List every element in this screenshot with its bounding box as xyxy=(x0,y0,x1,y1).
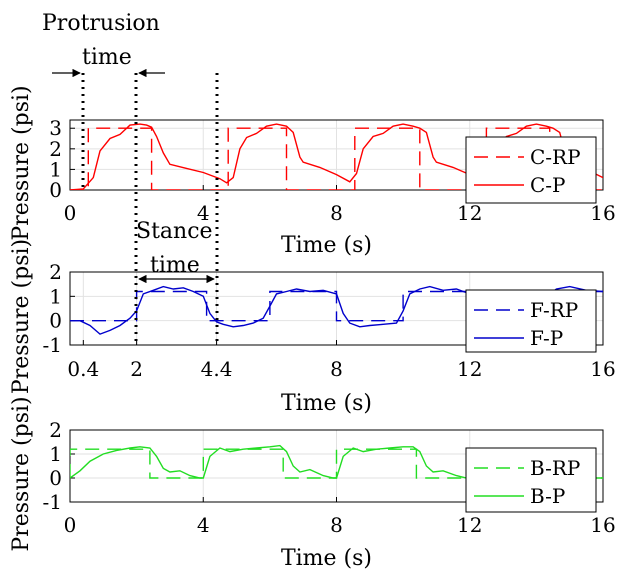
p1-ylabel: Pressure (psi) xyxy=(9,85,34,240)
p3-ytick-label-1: 0 xyxy=(49,466,62,490)
p1-ytick-label-0: 0 xyxy=(49,178,62,202)
p1-ytick-label-3: 3 xyxy=(49,116,62,140)
p3-ylabel: Pressure (psi) xyxy=(9,396,34,551)
p2-legend-box xyxy=(465,289,597,353)
p2-ytick-label-0: -1 xyxy=(43,333,62,357)
p1-xtick-label-2: 8 xyxy=(330,201,343,225)
p3-ytick-label-3: 2 xyxy=(49,418,62,442)
p3-legend-box xyxy=(465,447,597,513)
annotation-layer: Protrusion time Stance time xyxy=(42,11,219,345)
protrusion-label: Protrusion xyxy=(42,11,160,36)
p3-xtick-label-1: 4 xyxy=(197,513,210,537)
p1-series-c-rp-line xyxy=(70,127,603,190)
p1-xtick-label-1: 4 xyxy=(197,201,210,225)
p3-legend-label-0: B-RP xyxy=(530,456,580,480)
p2-legend-label-1: F-P xyxy=(530,326,563,350)
p3-xlabel: Time (s) xyxy=(281,546,372,569)
p3-series-b-rp-line xyxy=(70,448,603,479)
p3-ytick-label-2: 1 xyxy=(49,442,62,466)
p2-ytick-label-2: 1 xyxy=(49,284,62,308)
p2-xlabel: Time (s) xyxy=(281,391,372,416)
p1-xtick-label-3: 12 xyxy=(457,201,482,225)
p2-ylabel: Pressure (psi) xyxy=(9,239,34,394)
p3-ytick-label-0: -1 xyxy=(43,490,62,514)
p2-xtick-label-0: 0.4 xyxy=(67,357,99,381)
p1-legend-label-1: C-P xyxy=(530,173,566,197)
p2-xtick-label-4: 12 xyxy=(457,357,482,381)
p2-xtick-label-2: 4.4 xyxy=(201,357,233,381)
p2-ytick-label-1: 0 xyxy=(49,309,62,333)
p2-legend-label-0: F-RP xyxy=(530,298,578,322)
p3-xtick-label-4: 16 xyxy=(590,513,615,537)
p3-series-b-p-line xyxy=(70,444,603,479)
p1-ytick-label-2: 2 xyxy=(49,137,62,161)
p1-legend-label-0: C-RP xyxy=(530,145,581,169)
protrusion-time-label: time xyxy=(82,45,132,70)
p3-xtick-label-3: 12 xyxy=(457,513,482,537)
p3-xtick-label-2: 8 xyxy=(330,513,343,537)
p1-ytick-label-1: 1 xyxy=(49,157,62,181)
p1-series-c-p-line xyxy=(70,123,603,190)
p2-xtick-label-1: 2 xyxy=(130,357,143,381)
stance-time-label: time xyxy=(150,253,200,278)
p2-ytick-label-3: 2 xyxy=(49,260,62,284)
p2-xtick-label-5: 16 xyxy=(590,357,615,381)
p3-legend-label-1: B-P xyxy=(530,484,565,508)
p3-xtick-label-0: 0 xyxy=(64,513,77,537)
stance-label: Stance xyxy=(136,219,213,244)
p1-legend-box xyxy=(465,136,597,204)
p1-xtick-label-4: 16 xyxy=(590,201,615,225)
p1-xlabel: Time (s) xyxy=(281,233,372,258)
p2-xtick-label-3: 8 xyxy=(330,357,343,381)
p1-xtick-label-0: 0 xyxy=(64,201,77,225)
